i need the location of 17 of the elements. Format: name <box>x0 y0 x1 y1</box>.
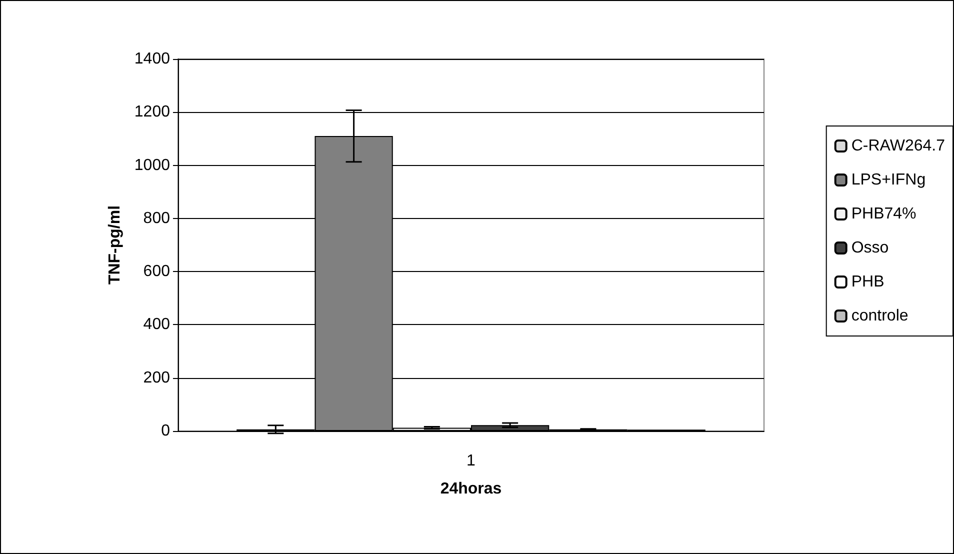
x-axis-title: 24horas <box>440 480 502 498</box>
x-tick-label: 1 <box>466 452 476 470</box>
y-tick-label: 1200 <box>134 104 170 121</box>
y-tick-label: 1000 <box>134 156 170 174</box>
y-tick-label: 800 <box>143 210 170 227</box>
y-tick-label: 1400 <box>134 50 170 68</box>
legend-label: Osso <box>851 240 889 256</box>
y-tick-label: 0 <box>161 422 170 440</box>
y-tick-label: 600 <box>143 263 170 280</box>
y-axis-title: TNF-pg/ml <box>106 205 124 285</box>
legend-label: PHB74% <box>851 206 916 222</box>
legend-label: controle <box>851 308 908 324</box>
legend-label: LPS+IFNg <box>851 172 926 188</box>
legend-label: C-RAW264.7 <box>851 138 946 154</box>
y-tick-label: 200 <box>143 369 170 386</box>
legend-label: PHB <box>851 274 884 290</box>
y-tick-label: 400 <box>143 316 170 334</box>
